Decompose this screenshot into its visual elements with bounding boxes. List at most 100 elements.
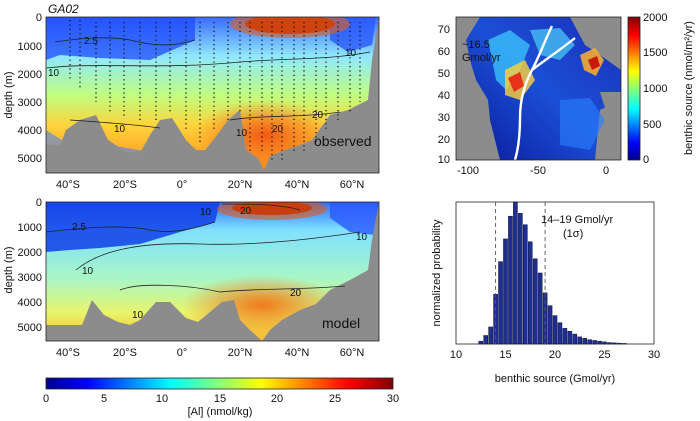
map-colorbar-tick: 500 (643, 119, 661, 131)
histogram-bar (547, 305, 553, 345)
map-ytick: 20 (438, 134, 450, 146)
observed-ytick: 0 (36, 12, 42, 24)
model-section-panel: 2.5 10 20 10 10 10 20 model depth (m) 0 … (3, 197, 380, 359)
map-colorbar-tick: 0 (643, 154, 649, 166)
observed-contour-label: 2.5 (84, 36, 98, 47)
model-contour-label: 2.5 (72, 222, 86, 233)
observed-ylabel: depth (m) (3, 71, 15, 118)
model-ytick: 2000 (18, 247, 42, 259)
histogram-xtick: 15 (499, 349, 511, 361)
al-colorbar-tick: 5 (101, 393, 107, 405)
histogram-bar (513, 201, 518, 345)
al-colorbar-tick: 20 (271, 393, 283, 405)
map-xtick: -50 (530, 165, 546, 177)
map-panel: ~16.5 Gmol/yr 70 60 50 40 30 20 10 -100 … (438, 12, 695, 177)
map-colorbar-tick: 1000 (643, 83, 667, 95)
histogram-bar (488, 326, 493, 345)
map-ytick: 60 (438, 46, 450, 58)
map-xtick: -100 (457, 165, 479, 177)
model-ylabel: depth (m) (3, 246, 15, 293)
histogram-annotation: 14–19 Gmol/yr (541, 214, 613, 226)
histogram-xtick: 25 (598, 349, 610, 361)
histogram-x-ticks: 10 15 20 25 30 (450, 349, 660, 361)
histogram-bar (478, 340, 484, 345)
observed-section-field: 2.5 10 10 20 10 10 20 (46, 17, 379, 173)
histogram-bar (527, 241, 533, 345)
histogram-annotation-sigma: (1σ) (563, 228, 583, 240)
map-colorbar-tick: 1500 (643, 47, 667, 59)
map-ytick: 40 (438, 90, 450, 102)
histogram-bar (572, 333, 578, 345)
model-ytick: 5000 (18, 322, 42, 334)
observed-section-panel: 2.5 10 10 20 10 10 20 GA02 observed dept… (3, 2, 380, 191)
map-ytick: 70 (438, 24, 450, 36)
map-colorbar-label: benthic source (nmol/m²/yr) (683, 21, 695, 155)
histogram-bar (562, 328, 568, 345)
map-ytick: 50 (438, 68, 450, 80)
histogram-xtick: 30 (648, 349, 660, 361)
histogram-xlabel: benthic source (Gmol/yr) (495, 373, 615, 385)
map-ytick: 30 (438, 112, 450, 124)
model-ytick: 0 (36, 197, 42, 209)
observed-contour-label: 10 (114, 124, 126, 135)
map-colorbar-tick: 2000 (643, 12, 667, 24)
histogram-bar (518, 213, 523, 345)
observed-panel-label: observed (314, 133, 372, 149)
histogram-panel: 10 15 20 25 30 14–19 Gmol/yr (1σ) benthic so… (431, 201, 660, 385)
histogram-bar (532, 258, 538, 345)
map-x-ticks: -100 -50 0 (457, 165, 609, 177)
observed-xtick: 20°S (113, 179, 137, 191)
map-field (456, 17, 621, 160)
model-contour-label: 20 (240, 206, 252, 217)
observed-contour-label: 20 (272, 124, 284, 135)
al-colorbar-tick: 10 (156, 393, 168, 405)
observed-contour-label: 10 (48, 68, 60, 79)
al-colorbar-label: [Al] (nmol/kg) (188, 406, 253, 418)
model-y-ticks: 0 1000 2000 3000 4000 5000 (18, 197, 42, 334)
model-contour-label: 10 (82, 266, 94, 277)
map-colorbar-ticks: 2000 1500 1000 500 0 (643, 12, 667, 166)
histogram-bar (617, 342, 622, 345)
al-colorbar: 0 5 10 15 20 25 30 [Al] (nmol/kg) (43, 377, 399, 418)
histogram-bar (498, 261, 503, 345)
observed-x-ticks: 40°S 20°S 0° 20°N 40°N 60°N (56, 179, 364, 191)
model-xtick: 40°N (285, 347, 310, 359)
observed-ytick: 4000 (18, 125, 42, 137)
observed-contour-label: 20 (312, 110, 324, 121)
model-contour-label: 10 (356, 232, 368, 243)
observed-xtick: 40°N (285, 179, 310, 191)
histogram-bar (567, 330, 573, 345)
observed-ytick: 5000 (18, 153, 42, 165)
model-panel-label: model (322, 315, 360, 331)
model-xtick: 60°N (340, 347, 365, 359)
histogram-bar (537, 272, 543, 345)
histogram-bars (478, 201, 627, 345)
observed-xtick: 60°N (340, 179, 365, 191)
histogram-bar (607, 342, 612, 345)
model-xtick: 40°S (56, 347, 80, 359)
observed-ytick: 3000 (18, 97, 42, 109)
observed-ytick: 2000 (18, 69, 42, 81)
histogram-bar (523, 224, 528, 345)
map-xtick: 0 (603, 165, 609, 177)
model-xtick: 20°N (228, 347, 253, 359)
map-annotation-unit: Gmol/yr (462, 52, 501, 64)
histogram-bar (602, 341, 607, 345)
model-ytick: 1000 (18, 222, 42, 234)
histogram-bar (622, 343, 627, 345)
model-ytick: 4000 (18, 297, 42, 309)
map-colorbar (627, 16, 641, 161)
al-colorbar-tick: 0 (43, 393, 49, 405)
histogram-bar (552, 315, 558, 345)
map-ytick: 10 (438, 154, 450, 166)
histogram-bar (503, 238, 508, 345)
histogram-bar (612, 342, 617, 345)
model-x-ticks: 40°S 20°S 0° 20°N 40°N 60°N (56, 347, 364, 359)
histogram-bar (592, 340, 597, 345)
model-ytick: 3000 (18, 272, 42, 284)
model-xtick: 20°S (113, 347, 137, 359)
histogram-bar (597, 340, 602, 345)
model-xtick: 0° (177, 347, 188, 359)
observed-xtick: 0° (177, 179, 188, 191)
histogram-bar (508, 215, 513, 345)
